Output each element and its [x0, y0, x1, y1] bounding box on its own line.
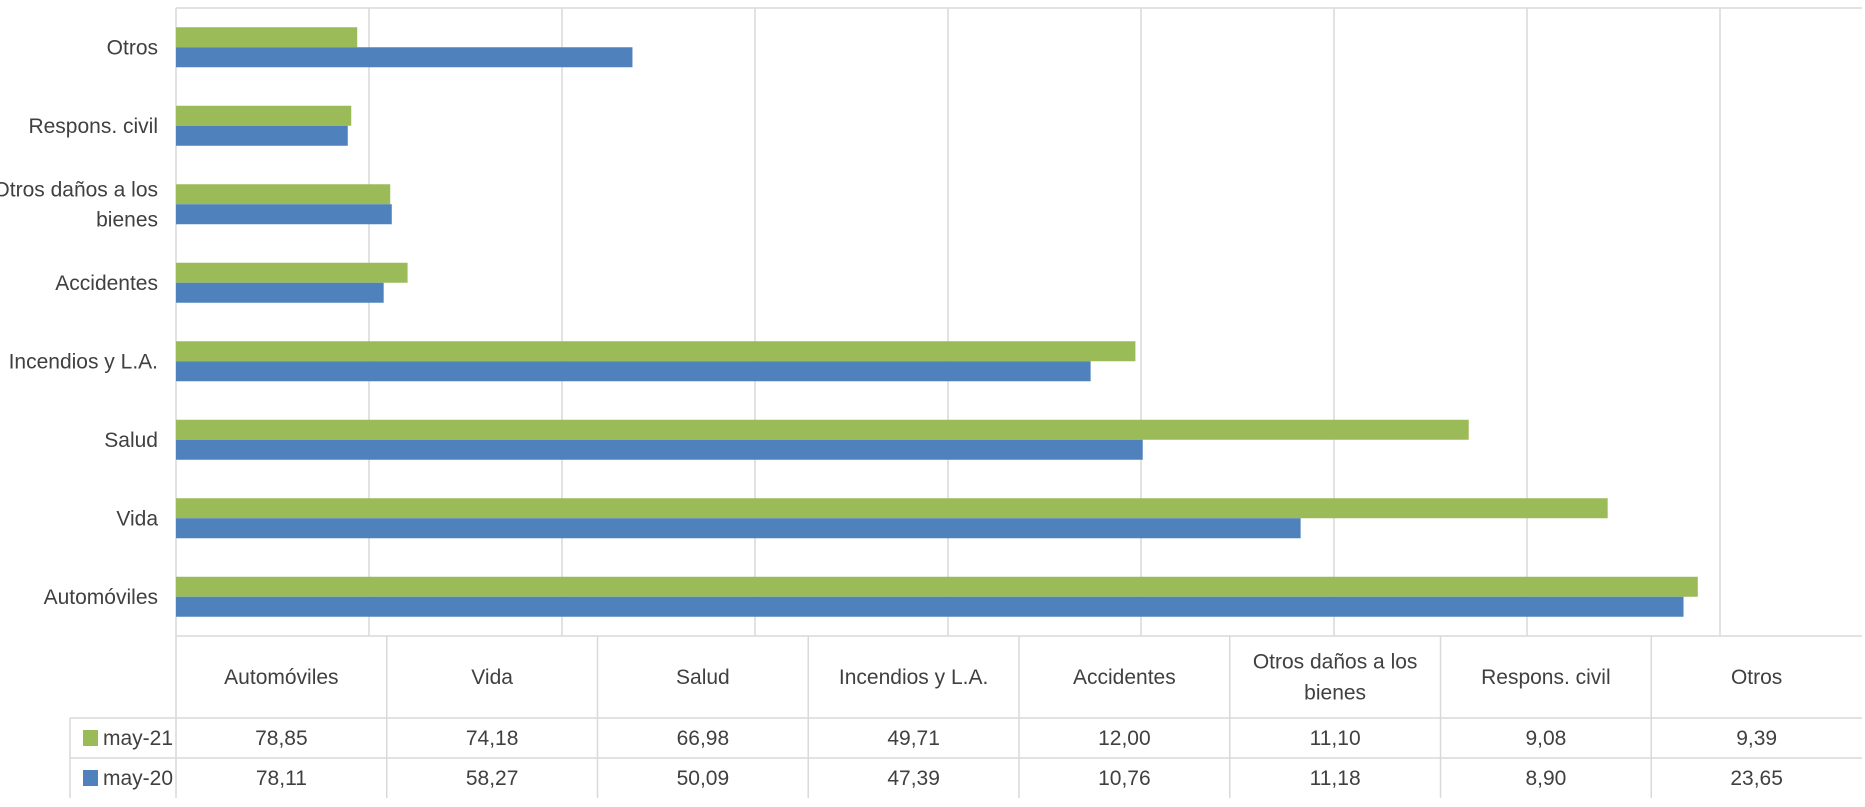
table-value-cell: 11,10 [1310, 727, 1361, 750]
bar-may-21-3 [176, 341, 1136, 362]
table-value-cell: 9,39 [1736, 727, 1777, 750]
category-labels: Automóviles Vida Salud Incendios y L.A. Acci… [0, 36, 158, 609]
table-header-cell: Otros daños a los bienes [1253, 651, 1418, 705]
legend-label: may-21 [103, 727, 173, 750]
bar-may-20-0 [176, 596, 1684, 617]
category-label: Salud [104, 429, 158, 452]
category-label: Otros daños a los bienes [0, 178, 158, 231]
bar-may-21-4 [176, 262, 408, 283]
table-value-cell: 49,71 [887, 727, 940, 750]
data-table: Automóviles Vida Salud Incendios y L.A. Acci… [69, 635, 1862, 798]
bar-may-21-5 [176, 184, 391, 205]
bar-may-20-6 [176, 125, 348, 146]
table-value-cell: 9,08 [1525, 727, 1566, 750]
table-header-cell: Vida [471, 666, 513, 689]
table-value-cell: 12,00 [1098, 727, 1151, 750]
table-header-cell: Otros [1731, 666, 1782, 689]
gridlines [175, 7, 1862, 636]
table-header-cell: Accidentes [1073, 666, 1176, 689]
bar-may-20-1 [176, 518, 1301, 539]
category-label: Otros [107, 36, 158, 59]
table-value-cell: 8,90 [1525, 767, 1566, 790]
category-label: Respons. civil [28, 115, 158, 138]
category-label: Accidentes [55, 272, 158, 295]
table-value-cell: 50,09 [677, 767, 730, 790]
bar-may-20-5 [176, 204, 392, 225]
table-value-cell: 47,39 [887, 767, 940, 790]
bars [176, 27, 1698, 617]
legend-label: may-20 [103, 767, 173, 790]
category-label: Automóviles [44, 586, 158, 609]
table-header-cell: Incendios y L.A. [839, 666, 988, 689]
bar-may-20-4 [176, 282, 384, 303]
table-header-cell: Respons. civil [1481, 666, 1611, 689]
table-header-cell: Salud [676, 666, 730, 689]
table-value-cell: 74,18 [466, 727, 519, 750]
category-label: Incendios y L.A. [9, 350, 158, 373]
bar-may-20-3 [176, 361, 1091, 382]
table-value-cell: 58,27 [466, 767, 519, 790]
bar-may-21-6 [176, 105, 352, 126]
table-value-cell: 23,65 [1730, 767, 1783, 790]
table-value-cell: 10,76 [1098, 767, 1151, 790]
category-label: Vida [116, 507, 158, 530]
table-value-cell: 78,11 [256, 767, 307, 790]
table-value-cell: 66,98 [677, 727, 730, 750]
table-value-cell: 11,18 [1310, 767, 1361, 790]
legend-key-may-20 [83, 770, 98, 786]
bar-may-21-0 [176, 576, 1698, 597]
bar-may-21-1 [176, 498, 1608, 519]
bar-may-21-2 [176, 419, 1469, 440]
legend-key-may-21 [83, 730, 98, 746]
bar-may-20-7 [176, 47, 633, 68]
table-header-cell: Automóviles [224, 666, 338, 689]
table-value-cell: 78,85 [255, 727, 308, 750]
bar-may-21-7 [176, 27, 358, 48]
bar-may-20-2 [176, 439, 1143, 460]
